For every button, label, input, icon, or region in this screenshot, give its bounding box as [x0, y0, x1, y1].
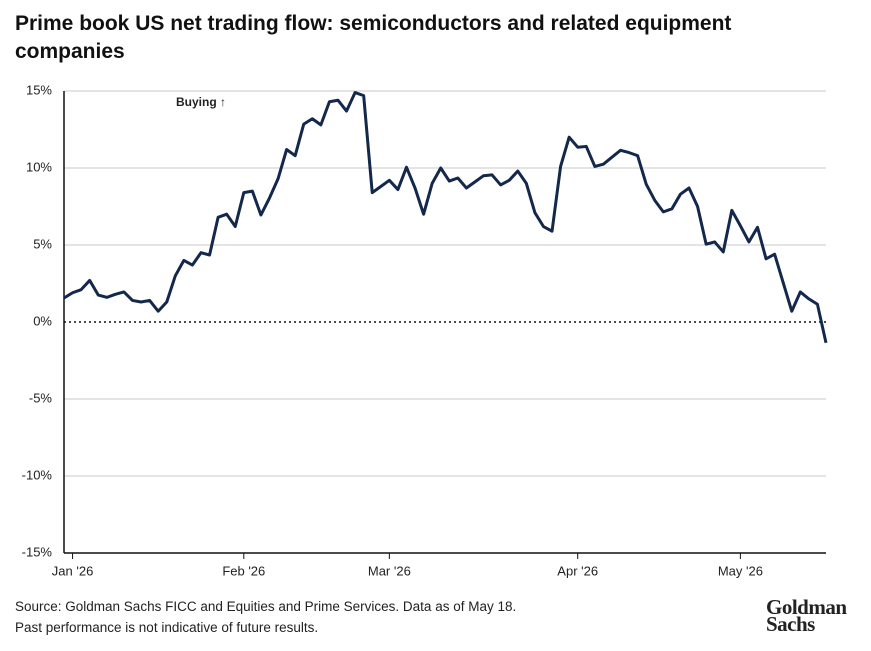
x-tick-label: Apr '26 — [557, 563, 598, 578]
logo-line: Sachs — [766, 612, 815, 636]
y-tick-label: -10% — [22, 467, 53, 482]
logo-line: Goldman — [766, 595, 847, 619]
y-tick-label: 0% — [33, 313, 52, 328]
y-tick-label: 15% — [26, 82, 52, 97]
data-line — [63, 91, 828, 344]
x-tick-label: Mar '26 — [368, 563, 411, 578]
y-tick-label: 5% — [33, 236, 52, 251]
y-tick-label: -5% — [29, 390, 53, 405]
y-tick-label: 10% — [26, 159, 52, 174]
x-tick-label: May '26 — [718, 563, 763, 578]
y-tick-label: -15% — [22, 544, 53, 559]
annotation: Buying ↑ — [176, 95, 226, 109]
x-tick-label: Feb '26 — [222, 563, 265, 578]
x-tick-label: Jan '26 — [52, 563, 94, 578]
source-note: Source: Goldman Sachs FICC and Equities … — [15, 599, 517, 614]
disclaimer: Past performance is not indicative of fu… — [15, 620, 319, 635]
chart-title: Prime book US net trading flow: semicond… — [15, 12, 732, 63]
